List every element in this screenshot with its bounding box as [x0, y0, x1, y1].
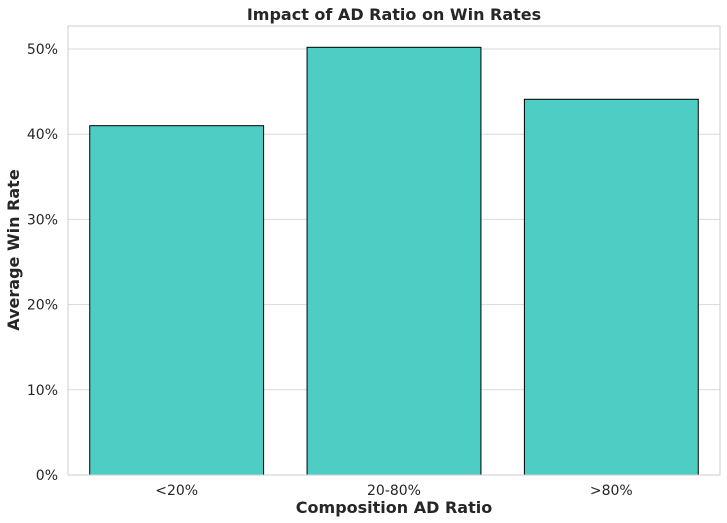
- bar: [523, 98, 699, 476]
- x-axis-ticks: <20% 20-80% >80%: [155, 483, 633, 499]
- y-tick-label: 50%: [27, 42, 58, 58]
- y-tick-label: 10%: [27, 383, 58, 399]
- bars: [89, 46, 699, 476]
- x-tick-label: <20%: [155, 483, 198, 499]
- x-tick-label: 20-80%: [367, 483, 421, 499]
- y-tick-label: 30%: [27, 212, 58, 228]
- plot-frame: [67, 25, 721, 476]
- x-tick-label: >80%: [590, 483, 633, 499]
- chart-title: Impact of AD Ratio on Win Rates: [247, 5, 541, 24]
- y-tick-label: 40%: [27, 127, 58, 143]
- bar: [89, 125, 265, 476]
- y-tick-label: 0%: [36, 468, 58, 484]
- bar: [306, 46, 482, 476]
- y-axis-ticks: 0% 10% 20% 30% 40% 50%: [27, 42, 58, 484]
- y-tick-label: 20%: [27, 298, 58, 314]
- x-axis-label: Composition AD Ratio: [296, 498, 492, 517]
- y-axis-label: Average Win Rate: [4, 169, 23, 331]
